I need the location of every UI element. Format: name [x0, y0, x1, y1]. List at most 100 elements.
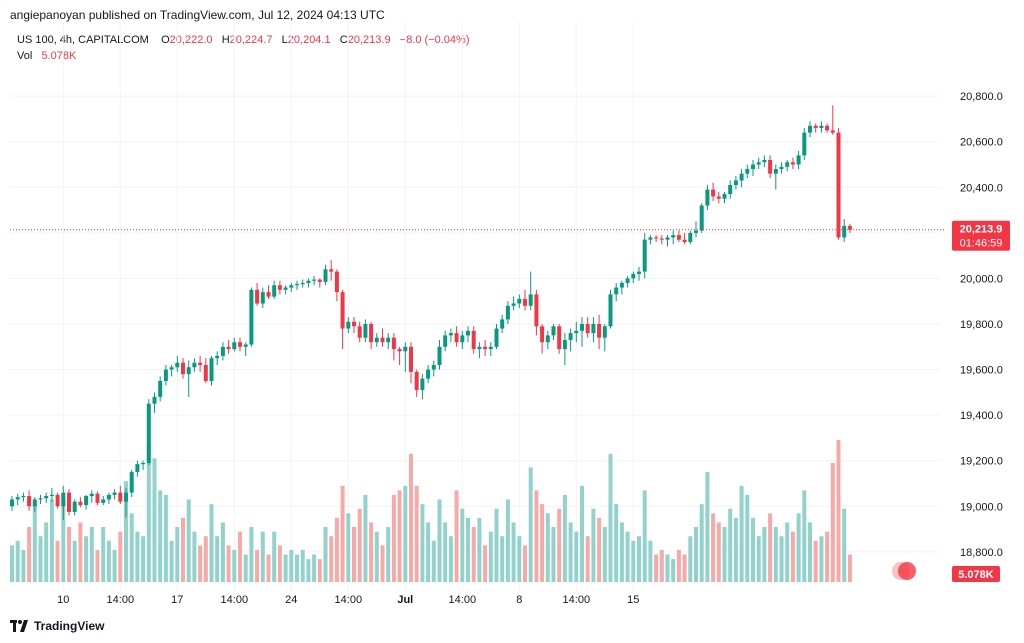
volume-bar — [255, 549, 260, 582]
candle-body — [283, 287, 288, 290]
volume-bar — [825, 531, 830, 582]
candle-body — [346, 321, 351, 329]
volume-bar — [49, 499, 54, 582]
volume-bar — [580, 485, 584, 582]
candle-body — [756, 162, 761, 165]
volume-bar — [808, 522, 812, 582]
candle-body — [431, 365, 436, 370]
volume-tag — [952, 566, 1000, 582]
volume-bar — [540, 504, 545, 582]
volume-bar — [89, 527, 94, 582]
candle-body — [44, 496, 49, 499]
candle-body — [181, 362, 185, 375]
candle-body — [72, 501, 77, 512]
volume-label[interactable]: Vol — [17, 50, 33, 62]
low-value: 20,204.1 — [287, 34, 331, 46]
high-label: H — [221, 34, 230, 46]
volume-bar — [106, 540, 111, 582]
candle-body — [141, 462, 146, 465]
candle-body — [711, 189, 716, 197]
candle-body — [751, 164, 755, 170]
candle-body — [511, 303, 516, 306]
volume-bar — [625, 531, 630, 582]
volume-bar — [27, 527, 32, 582]
y-tick-label: 20,800.0 — [960, 91, 1003, 103]
volume-bar — [847, 554, 852, 582]
symbol-label[interactable]: US 100, 4h, CAPITALCOM — [17, 34, 149, 46]
candle-body — [785, 162, 790, 167]
volume-bar — [72, 540, 77, 582]
event-marker-icon — [898, 562, 916, 580]
candle-body — [289, 285, 294, 288]
candle-body — [471, 330, 476, 350]
candle-body — [374, 337, 379, 343]
candle-body — [813, 125, 818, 129]
volume-bar — [557, 508, 562, 582]
volume-bar — [437, 499, 442, 582]
volume-bar — [84, 536, 89, 582]
volume-bar — [226, 545, 231, 582]
volume-bar — [32, 504, 37, 582]
volume-bar — [352, 527, 356, 582]
volume-bar — [95, 549, 100, 582]
volume-bar — [198, 545, 203, 582]
candle-body — [391, 337, 396, 350]
candle-body — [665, 237, 670, 240]
x-tick-label: 17 — [171, 594, 183, 606]
volume-bar — [728, 508, 733, 582]
volume-bar — [340, 485, 345, 582]
candle-body — [437, 346, 442, 366]
candle-body — [768, 159, 773, 174]
candle-body — [540, 326, 545, 343]
volume-bar — [785, 522, 790, 582]
volume-bar — [671, 559, 676, 582]
candle-body — [625, 278, 630, 283]
volume-bar — [545, 513, 550, 582]
volume-bar — [511, 522, 516, 582]
candle-body — [779, 166, 784, 170]
candle-body — [277, 285, 282, 290]
volume-bar — [836, 440, 841, 582]
volume-bar — [209, 504, 214, 582]
candle-body — [84, 496, 89, 506]
candle-body — [323, 269, 328, 282]
volume-bar — [762, 527, 767, 582]
change-value: −8.0 (−0.04%) — [399, 34, 470, 46]
volume-bar — [67, 527, 71, 582]
open-value: 20,222.0 — [169, 34, 213, 46]
candle-body — [266, 292, 271, 297]
candle-body — [585, 324, 590, 334]
candle-body — [671, 235, 676, 238]
volume-bar — [699, 504, 704, 582]
y-tick-label: 19,200.0 — [960, 456, 1003, 468]
candle-body — [762, 159, 767, 163]
volume-bar — [163, 494, 168, 582]
candle-body — [10, 499, 14, 507]
x-tick-label: Jul — [397, 594, 413, 606]
volume-bar — [443, 522, 448, 582]
volume-bar — [448, 536, 453, 582]
volume-bar — [124, 481, 128, 582]
candle-body — [705, 189, 710, 206]
volume-bar — [357, 508, 362, 582]
candle-body — [448, 333, 453, 336]
volume-bar — [21, 549, 26, 582]
volume-bar — [260, 531, 265, 582]
volume-bar — [802, 490, 807, 582]
volume-bar — [659, 549, 664, 582]
high-value: 20,224.7 — [229, 34, 273, 46]
candle-body — [728, 185, 733, 195]
candle-body — [55, 494, 60, 507]
volume-bar — [414, 485, 419, 582]
candle-body — [220, 346, 225, 356]
candle-body — [534, 294, 539, 327]
volume-bar — [477, 517, 482, 582]
volume-bar — [551, 527, 556, 582]
x-tick-label: 14:00 — [107, 594, 135, 606]
close-label: C — [339, 34, 348, 46]
candle-body — [409, 346, 413, 372]
candle-body — [619, 282, 624, 288]
footer-brand[interactable]: TradingView — [34, 619, 105, 633]
volume-bar — [830, 462, 835, 582]
